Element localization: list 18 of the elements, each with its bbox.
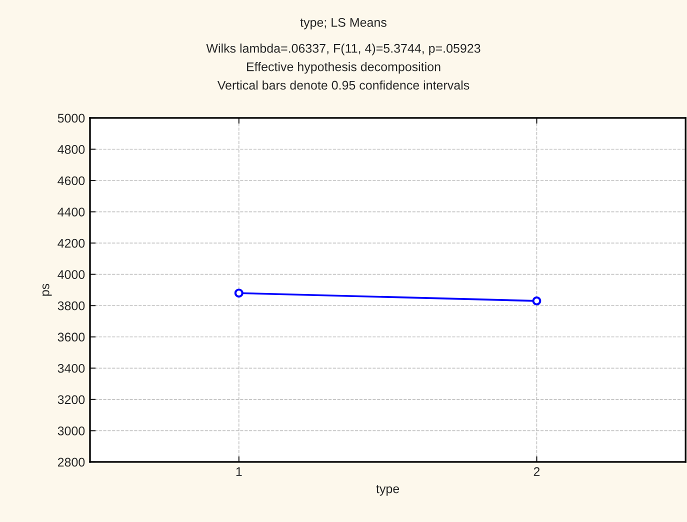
chart-subtitle: Wilks lambda=.06337, F(11, 4)=5.3744, p=.05923 Effective hypothesis decomposition Vertical bars denote 0.95 confidence intervals <box>206 44 480 90</box>
chart-title: type; LS Means <box>300 18 386 30</box>
y-tick-label: 3200 <box>58 395 85 404</box>
y-tick-label: 3000 <box>58 426 85 436</box>
x-axis-title: type <box>376 485 400 496</box>
y-tick-label: 4600 <box>58 176 85 186</box>
x-tick-label: 2 <box>534 467 540 476</box>
y-tick-label: 4400 <box>58 208 85 216</box>
y-tick-label: 2800 <box>58 458 85 467</box>
y-tick-label: 5000 <box>58 114 85 123</box>
x-tick-label: 1 <box>236 467 242 476</box>
y-tick-label: 4800 <box>58 145 85 154</box>
y-tick-label: 3800 <box>58 301 85 310</box>
y-tick-label: 3400 <box>58 364 85 373</box>
y-tick-label: 4000 <box>58 270 85 279</box>
y-axis-title: ps <box>42 284 52 296</box>
y-tick-label: 3600 <box>58 332 85 342</box>
y-tick-label: 4200 <box>58 238 85 248</box>
